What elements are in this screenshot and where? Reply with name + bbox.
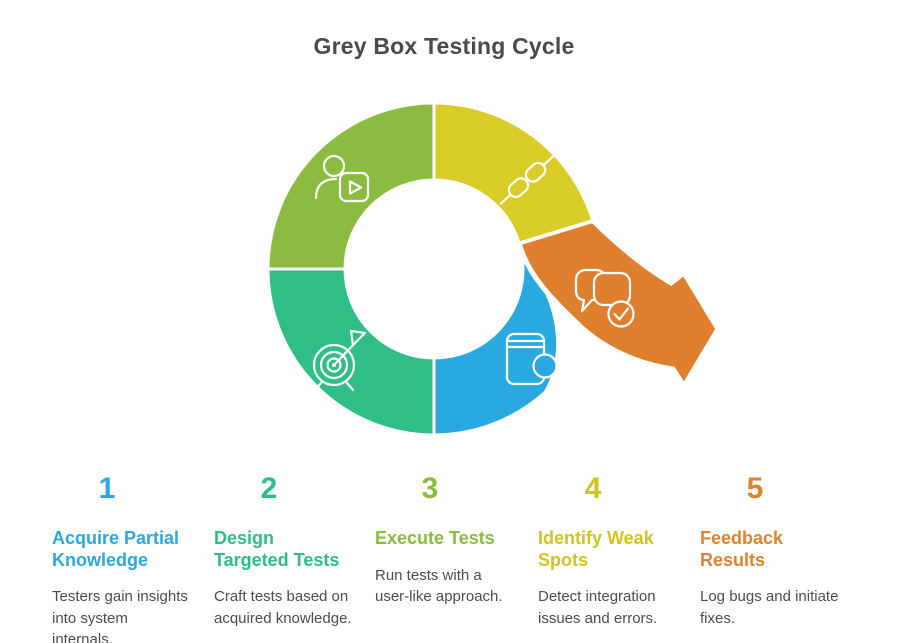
user-play-icon (314, 154, 370, 203)
step-description: Log bugs and initiate fixes. (700, 588, 839, 627)
step-title: Execute Tests (375, 528, 495, 548)
step-number: 4 (584, 472, 602, 505)
target-icon (312, 329, 367, 392)
segment-teal-arc (266, 267, 436, 437)
step-description: Detect integration issues and errors. (538, 588, 658, 627)
step-column-1: 1 Acquire Partial Knowledge Testers gain… (52, 474, 212, 643)
book-search-icon (505, 332, 563, 386)
step-column-4: 4 Identify Weak Spots Detect integration… (538, 474, 698, 629)
step-title: Feedback Results (700, 528, 784, 570)
chat-check-icon (574, 268, 635, 328)
step-number: 1 (98, 472, 116, 505)
chain-link-icon (499, 155, 555, 205)
step-number: 3 (421, 472, 439, 505)
step-column-5: 5 Feedback Results Log bugs and initiate… (700, 474, 860, 629)
step-description: Run tests with a user-like approach. (375, 566, 503, 606)
segment-yellow-arc (432, 101, 595, 245)
step-title: Identify Weak Spots (538, 528, 654, 570)
step-number: 2 (260, 472, 278, 505)
step-column-2: 2 Design Targeted Tests Craft tests base… (214, 474, 374, 629)
step-number: 5 (746, 472, 764, 505)
step-description: Craft tests based on acquired knowledge. (214, 588, 352, 627)
diagram-title: Grey Box Testing Cycle (313, 33, 575, 59)
step-description: Testers gain insights into system intern… (52, 588, 188, 643)
step-title: Design Targeted Tests (214, 528, 340, 570)
step-column-3: 3 Execute Tests Run tests with a user-li… (375, 474, 535, 608)
step-title: Acquire Partial Knowledge (52, 528, 180, 570)
